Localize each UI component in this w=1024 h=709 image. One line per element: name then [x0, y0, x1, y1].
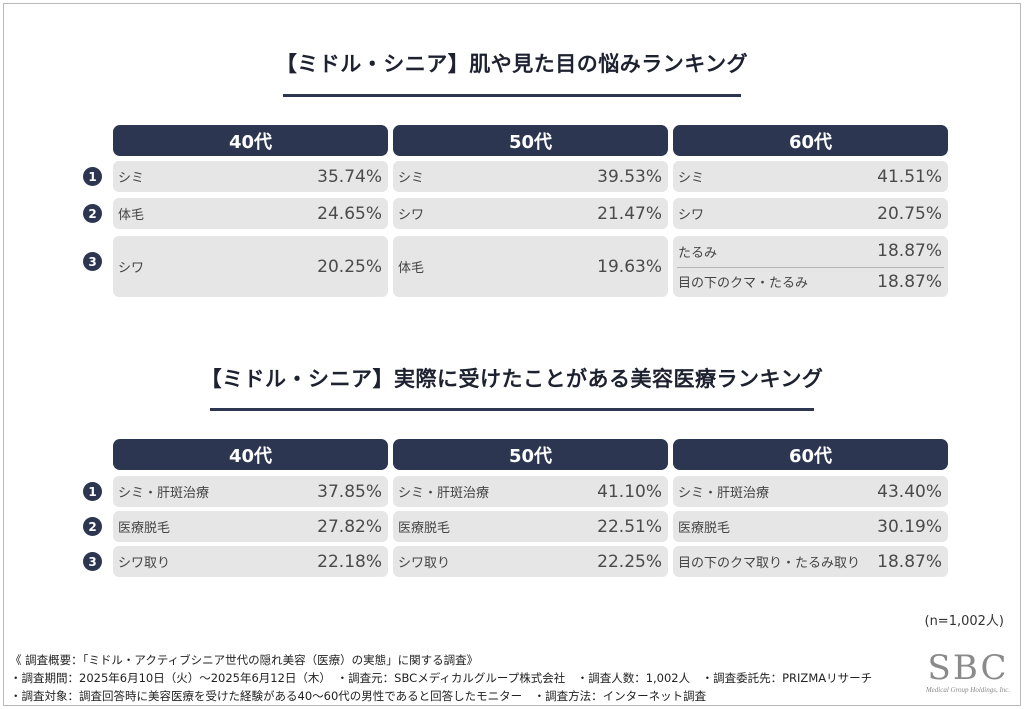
cell-value: 18.87% — [877, 271, 942, 292]
rank-badge-3: 3 — [83, 252, 102, 271]
cell-value: 20.75% — [877, 203, 942, 224]
ranking-cell: シミ・肝斑治療 43.40% — [673, 476, 948, 507]
cell-value: 43.40% — [877, 481, 942, 502]
ranking-cell: 医療脱毛 30.19% — [673, 511, 948, 542]
cell-value: 30.19% — [877, 516, 942, 537]
ranking-cell: シワ取り 22.18% — [113, 546, 388, 577]
cell-value: 22.51% — [597, 516, 662, 537]
cell-value: 19.63% — [597, 256, 662, 277]
ranking-cell: シワ取り 22.25% — [393, 546, 668, 577]
footnote-details: ・調査期間：2025年6月10日（火）〜2025年6月12日（木） ・調査元：S… — [10, 671, 873, 685]
logo-subtitle: Medical Group Holdings, Inc. — [925, 686, 1011, 694]
cell-value: 18.87% — [877, 241, 942, 262]
ranking-cell: シミ・肝斑治療 37.85% — [113, 476, 388, 507]
rank-badge-1: 1 — [83, 482, 102, 501]
cell-label: シミ — [398, 171, 425, 186]
footnote-target: ・調査対象：調査回答時に美容医療を受けた経験がある40〜60代の男性であると回答… — [10, 689, 707, 703]
cell-divider — [677, 266, 944, 268]
ranking-cell: たるみ 18.87% 目の下のクマ・たるみ 18.87% — [673, 236, 948, 297]
ranking-cell: シミ・肝斑治療 41.10% — [393, 476, 668, 507]
cell-value: 20.25% — [317, 256, 382, 277]
cell-label: 目の下のクマ・たるみ — [678, 276, 809, 292]
cell-label: 目の下のクマ取り・たるみ取り — [678, 556, 861, 571]
section-title: 【ミドル・シニア】肌や見た目の悩みランキング — [275, 52, 749, 76]
cell-subrow: 目の下のクマ・たるみ 18.87% — [673, 267, 948, 298]
column-header-50s: 50代 — [393, 439, 668, 470]
column-header-40s: 40代 — [113, 125, 388, 156]
cell-label: 医療脱毛 — [118, 521, 171, 536]
ranking-cell: 体毛 19.63% — [393, 236, 668, 297]
ranking-cell: 医療脱毛 27.82% — [113, 511, 388, 542]
rank-badge-1: 1 — [83, 167, 102, 186]
cell-label: シワ — [398, 208, 425, 223]
rank-badge-2: 2 — [83, 204, 102, 223]
cell-label: シミ・肝斑治療 — [398, 486, 490, 501]
ranking-cell: 体毛 24.65% — [113, 198, 388, 229]
cell-value: 39.53% — [597, 166, 662, 187]
cell-value: 24.65% — [317, 203, 382, 224]
infographic-frame — [3, 3, 1021, 706]
cell-value: 22.18% — [317, 551, 382, 572]
title-underline — [283, 94, 741, 97]
cell-label: シミ — [678, 171, 705, 186]
section-title: 【ミドル・シニア】実際に受けたことがある美容医療ランキング — [200, 367, 824, 391]
ranking-cell: 医療脱毛 22.51% — [393, 511, 668, 542]
ranking-cell: シミ 39.53% — [393, 161, 668, 192]
logo-wordmark: SBC — [927, 648, 1009, 688]
column-header-60s: 60代 — [673, 125, 948, 156]
cell-label: シワ取り — [398, 556, 451, 571]
cell-label: シミ・肝斑治療 — [118, 486, 210, 501]
cell-label: シワ — [678, 208, 705, 223]
ranking-cell: 目の下のクマ取り・たるみ取り 18.87% — [673, 546, 948, 577]
footnote-overview: 《 調査概要：「ミドル・アクティブシニア世代の隠れ美容（医療）の実態」に関する調… — [10, 653, 479, 667]
cell-value: 37.85% — [317, 481, 382, 502]
rank-badge-2: 2 — [83, 517, 102, 536]
cell-value: 41.10% — [597, 481, 662, 502]
column-header-40s: 40代 — [113, 439, 388, 470]
cell-value: 41.51% — [877, 166, 942, 187]
ranking-cell: シワ 20.75% — [673, 198, 948, 229]
sbc-logo: SBC Medical Group Holdings, Inc. — [922, 650, 1014, 694]
sample-size: (n=1,002人) — [924, 614, 1005, 629]
cell-label: シワ — [118, 261, 145, 276]
column-header-60s: 60代 — [673, 439, 948, 470]
cell-label: 医療脱毛 — [678, 521, 731, 536]
cell-label: シミ — [118, 171, 145, 186]
cell-value: 35.74% — [317, 166, 382, 187]
cell-label: シミ・肝斑治療 — [678, 486, 770, 501]
rank-badge-3: 3 — [83, 552, 102, 571]
ranking-cell: シワ 21.47% — [393, 198, 668, 229]
cell-label: 医療脱毛 — [398, 521, 451, 536]
cell-value: 21.47% — [597, 203, 662, 224]
cell-value: 18.87% — [877, 551, 942, 572]
cell-subrow: たるみ 18.87% — [673, 236, 948, 267]
cell-label: 体毛 — [118, 208, 145, 223]
column-header-50s: 50代 — [393, 125, 668, 156]
cell-value: 27.82% — [317, 516, 382, 537]
cell-label: 体毛 — [398, 261, 425, 276]
cell-value: 22.25% — [597, 551, 662, 572]
ranking-cell: シミ 41.51% — [673, 161, 948, 192]
title-underline — [210, 408, 814, 411]
ranking-cell: シミ 35.74% — [113, 161, 388, 192]
cell-label: たるみ — [678, 245, 718, 261]
cell-label: シワ取り — [118, 556, 171, 571]
ranking-cell: シワ 20.25% — [113, 236, 388, 297]
